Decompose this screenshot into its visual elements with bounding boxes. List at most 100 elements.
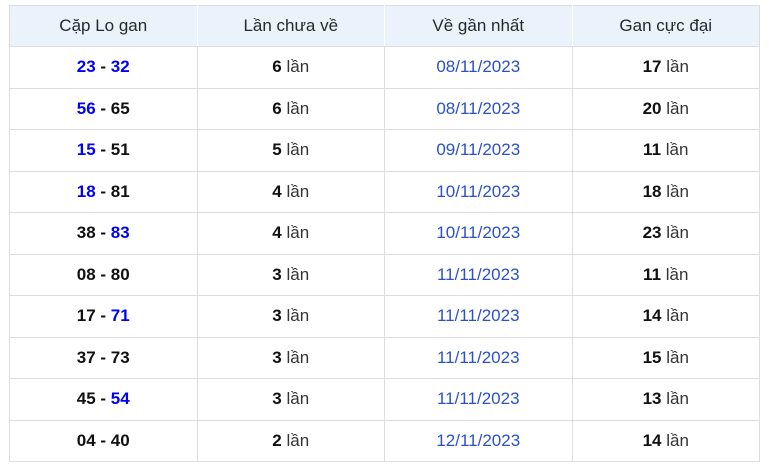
missed-count-cell: 3 lần: [196, 253, 385, 296]
missed-count-cell: 3 lần: [196, 336, 385, 379]
max-gap-cell: 20 lần: [571, 87, 760, 130]
pair-separator: -: [95, 389, 111, 409]
pair-cell: 18 - 81: [9, 170, 198, 213]
pair-cell: 15 - 51: [9, 129, 198, 172]
max-gap-cell: 11 lần: [571, 129, 760, 172]
max-gap-unit-label: lần: [666, 98, 689, 118]
max-gap-cell: 14 lần: [571, 419, 760, 462]
last-seen-date[interactable]: 11/11/2023: [436, 347, 520, 367]
last-seen-date[interactable]: 11/11/2023: [436, 306, 520, 326]
last-seen-date[interactable]: 08/11/2023: [436, 98, 521, 118]
missed-count-cell: 4 lần: [196, 170, 385, 213]
max-gap-count: 17: [642, 57, 662, 77]
max-gap-count: 14: [642, 430, 662, 450]
pair-separator: -: [95, 347, 111, 367]
logan-table: Cặp Lo gan Lần chưa về Về gần nhất Gan c…: [9, 5, 760, 462]
pair-second-number[interactable]: 54: [110, 389, 130, 409]
pair-first-number[interactable]: 15: [76, 140, 96, 160]
last-seen-cell: 11/11/2023: [384, 295, 573, 338]
logan-table-body: 23 - 32 6 lần 08/11/2023 17 lần 56 - 65 6 lần…: [9, 46, 760, 462]
pair-first-number: 17: [76, 306, 96, 326]
max-gap-count: 11: [643, 140, 662, 160]
missed-count: 3: [272, 306, 282, 326]
table-row: 15 - 51 5 lần 09/11/2023 11 lần: [9, 129, 760, 172]
max-gap-unit-label: lần: [666, 181, 689, 201]
pair-cell: 56 - 65: [9, 87, 198, 130]
last-seen-date[interactable]: 10/11/2023: [436, 181, 521, 201]
pair-first-number[interactable]: 18: [76, 181, 96, 201]
max-gap-unit-label: lần: [666, 347, 689, 367]
table-row: 37 - 73 3 lần 11/11/2023 15 lần: [9, 336, 760, 379]
missed-count-cell: 5 lần: [196, 129, 385, 172]
missed-unit-label: lần: [286, 98, 310, 118]
missed-unit-label: lần: [286, 223, 310, 243]
max-gap-cell: 23 lần: [571, 212, 760, 255]
pair-cell: 17 - 71: [9, 295, 198, 338]
last-seen-date[interactable]: 09/11/2023: [436, 140, 521, 160]
max-gap-unit-label: lần: [666, 389, 689, 409]
max-gap-unit-label: lần: [665, 140, 689, 160]
max-gap-count: 14: [642, 306, 662, 326]
pair-separator: -: [95, 264, 111, 284]
pair-second-number: 81: [110, 181, 130, 201]
missed-count: 5: [272, 140, 282, 160]
max-gap-cell: 11 lần: [571, 253, 760, 296]
missed-count-cell: 3 lần: [196, 378, 385, 421]
pair-second-number[interactable]: 71: [110, 306, 130, 326]
pair-first-number[interactable]: 56: [76, 98, 96, 118]
pair-first-number[interactable]: 23: [76, 57, 96, 77]
max-gap-count: 11: [643, 264, 662, 284]
last-seen-cell: 12/11/2023: [384, 419, 573, 462]
max-gap-count: 13: [642, 389, 662, 409]
missed-count: 3: [272, 264, 282, 284]
pair-cell: 45 - 54: [9, 378, 198, 421]
pair-separator: -: [95, 98, 111, 118]
missed-count-cell: 3 lần: [196, 295, 385, 338]
table-row: 04 - 40 2 lần 12/11/2023 14 lần: [9, 419, 760, 462]
pair-separator: -: [95, 57, 111, 77]
max-gap-unit-label: lần: [666, 430, 689, 450]
last-seen-date[interactable]: 12/11/2023: [436, 430, 521, 450]
pair-separator: -: [95, 140, 111, 160]
last-seen-date[interactable]: 08/11/2023: [436, 57, 521, 77]
table-row: 17 - 71 3 lần 11/11/2023 14 lần: [9, 295, 760, 338]
missed-unit-label: lần: [286, 389, 310, 409]
pair-second-number[interactable]: 83: [110, 223, 130, 243]
pair-cell: 23 - 32: [9, 46, 198, 89]
max-gap-unit-label: lần: [665, 264, 689, 284]
pair-first-number: 45: [76, 389, 96, 409]
pair-second-number[interactable]: 32: [110, 57, 130, 77]
pair-separator: -: [95, 223, 111, 243]
last-seen-date[interactable]: 10/11/2023: [436, 223, 521, 243]
max-gap-count: 15: [642, 347, 662, 367]
max-gap-count: 18: [642, 181, 662, 201]
missed-count: 4: [272, 181, 282, 201]
missed-count: 6: [272, 98, 282, 118]
max-gap-unit-label: lần: [666, 223, 689, 243]
missed-unit-label: lần: [286, 264, 310, 284]
last-seen-date[interactable]: 11/11/2023: [436, 389, 520, 409]
max-gap-cell: 13 lần: [571, 378, 760, 421]
last-seen-cell: 11/11/2023: [384, 253, 573, 296]
col-header-last-seen: Về gần nhất: [384, 5, 573, 47]
missed-unit-label: lần: [286, 181, 310, 201]
pair-second-number: 51: [110, 140, 130, 160]
pair-first-number: 38: [76, 223, 96, 243]
pair-cell: 04 - 40: [9, 419, 198, 462]
max-gap-unit-label: lần: [666, 306, 689, 326]
pair-separator: -: [95, 430, 111, 450]
max-gap-count: 20: [642, 98, 662, 118]
last-seen-date[interactable]: 11/11/2023: [436, 264, 520, 284]
max-gap-cell: 15 lần: [571, 336, 760, 379]
pair-first-number: 08: [76, 264, 96, 284]
pair-first-number: 37: [76, 347, 96, 367]
missed-count-cell: 6 lần: [196, 87, 385, 130]
pair-second-number: 80: [110, 264, 130, 284]
logan-table-head: Cặp Lo gan Lần chưa về Về gần nhất Gan c…: [9, 5, 760, 47]
pair-second-number: 73: [110, 347, 130, 367]
missed-count-cell: 6 lần: [196, 46, 385, 89]
pair-second-number: 65: [110, 98, 130, 118]
max-gap-cell: 14 lần: [571, 295, 760, 338]
last-seen-cell: 10/11/2023: [384, 170, 573, 213]
